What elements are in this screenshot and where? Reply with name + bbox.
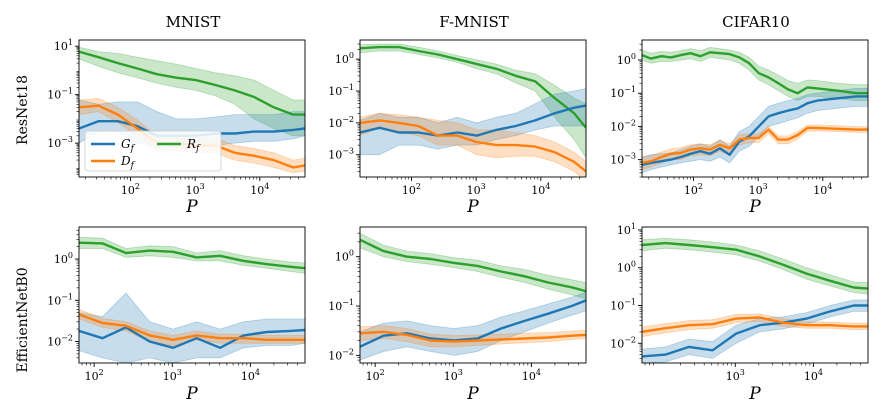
band-G	[360, 291, 586, 361]
plot-area	[642, 237, 868, 363]
y-tick-label: 100	[335, 249, 354, 264]
x-tick-label: 104	[241, 368, 260, 383]
line-D	[642, 126, 868, 165]
y-tick-label: 10−1	[47, 292, 73, 307]
line-D	[642, 316, 868, 334]
x-axis-label: P	[748, 384, 761, 404]
y-tick-label: 10−1	[328, 298, 354, 313]
line-G	[642, 304, 868, 358]
x-tick-label: 103	[467, 182, 486, 197]
line-D	[360, 119, 586, 173]
x-tick-label: 102	[85, 368, 104, 383]
y-tick-label: 10−2	[328, 115, 354, 130]
axes-frame	[359, 226, 587, 364]
plot-area	[79, 236, 305, 363]
y-tick-label: 10−2	[610, 335, 636, 350]
x-axis-label: P	[185, 384, 198, 404]
plot-area	[642, 46, 868, 174]
y-tick-label: 10−2	[610, 118, 636, 133]
plot-area	[360, 232, 586, 361]
band-D	[360, 112, 586, 177]
y-tick-label: 10−1	[47, 87, 73, 102]
y-tick-label: 101	[617, 222, 636, 237]
legend-box	[84, 130, 222, 172]
axes-frame	[641, 226, 869, 364]
x-axis-label: P	[185, 197, 198, 217]
x-axis-label: P	[748, 197, 761, 217]
band-G	[360, 88, 586, 156]
y-tick-label: 10−3	[610, 152, 636, 167]
band-G	[79, 292, 305, 363]
y-tick-label: 101	[54, 38, 73, 53]
x-tick-label: 102	[366, 368, 385, 383]
y-tick-label: 10−1	[610, 85, 636, 100]
y-tick-label: 10−3	[328, 147, 354, 162]
x-tick-label: 103	[749, 182, 768, 197]
col-title-cifar10: CIFAR10	[722, 13, 790, 31]
panel-0-2: 102 103 104 10−3 10−2 10−1 100 P	[610, 39, 869, 217]
x-tick-label: 102	[402, 182, 421, 197]
line-D	[360, 330, 586, 343]
y-tick-label: 10−3	[47, 135, 73, 150]
legend-label-G: Gf	[121, 137, 136, 154]
plot-area	[360, 43, 586, 177]
y-tick-label: 100	[335, 51, 354, 66]
row-label-resnet18: ResNet18	[15, 75, 31, 145]
x-tick-label: 103	[163, 368, 182, 383]
legend-label-R: Rf	[186, 137, 201, 154]
line-R	[642, 51, 868, 95]
line-R	[79, 50, 305, 116]
band-R	[360, 43, 586, 159]
line-R	[360, 238, 586, 293]
x-tick-label: 104	[531, 182, 550, 197]
x-tick-label: 103	[726, 368, 745, 383]
y-tick-label: 10−1	[610, 298, 636, 313]
panel-0-1: 102 103 104 10−3 10−2 10−1 100 P	[328, 39, 587, 217]
y-tick-label: 100	[54, 251, 73, 266]
line-G	[79, 326, 305, 349]
x-axis-label: P	[466, 384, 479, 404]
col-title-mnist: MNIST	[166, 13, 221, 31]
y-tick-label: 10−1	[328, 83, 354, 98]
x-tick-label: 104	[813, 182, 832, 197]
line-G	[360, 104, 586, 137]
band-D	[360, 325, 586, 348]
line-R	[642, 241, 868, 290]
line-D	[79, 313, 305, 341]
line-R	[360, 45, 586, 129]
y-tick-label: 100	[617, 260, 636, 275]
panel-1-2: 103 104 10−2 10−1 100 101 P	[610, 222, 869, 404]
x-tick-label: 103	[444, 368, 463, 383]
x-tick-label: 102	[684, 182, 703, 197]
y-tick-label: 100	[617, 52, 636, 67]
axes-frame	[78, 226, 306, 364]
row-label-efficientnetb0: EfficientNetB0	[15, 267, 31, 372]
band-R	[79, 46, 305, 137]
panel-1-0: 102 103 104 10−2 10−1 100 P	[47, 226, 306, 404]
x-tick-label: 104	[522, 368, 541, 383]
x-tick-label: 103	[186, 182, 205, 197]
y-tick-label: 10−2	[47, 333, 73, 348]
x-tick-label: 104	[250, 182, 269, 197]
col-title-fmnist: F-MNIST	[439, 13, 509, 31]
band-R	[642, 237, 868, 295]
x-tick-label: 102	[121, 182, 140, 197]
legend-label-D: Df	[120, 154, 136, 171]
line-R	[79, 241, 305, 270]
x-axis-label: P	[466, 197, 479, 217]
panel-1-1: 102 103 104 10−2 10−1 100 P	[328, 226, 587, 404]
y-tick-label: 10−2	[328, 347, 354, 362]
x-tick-label: 104	[804, 368, 823, 383]
